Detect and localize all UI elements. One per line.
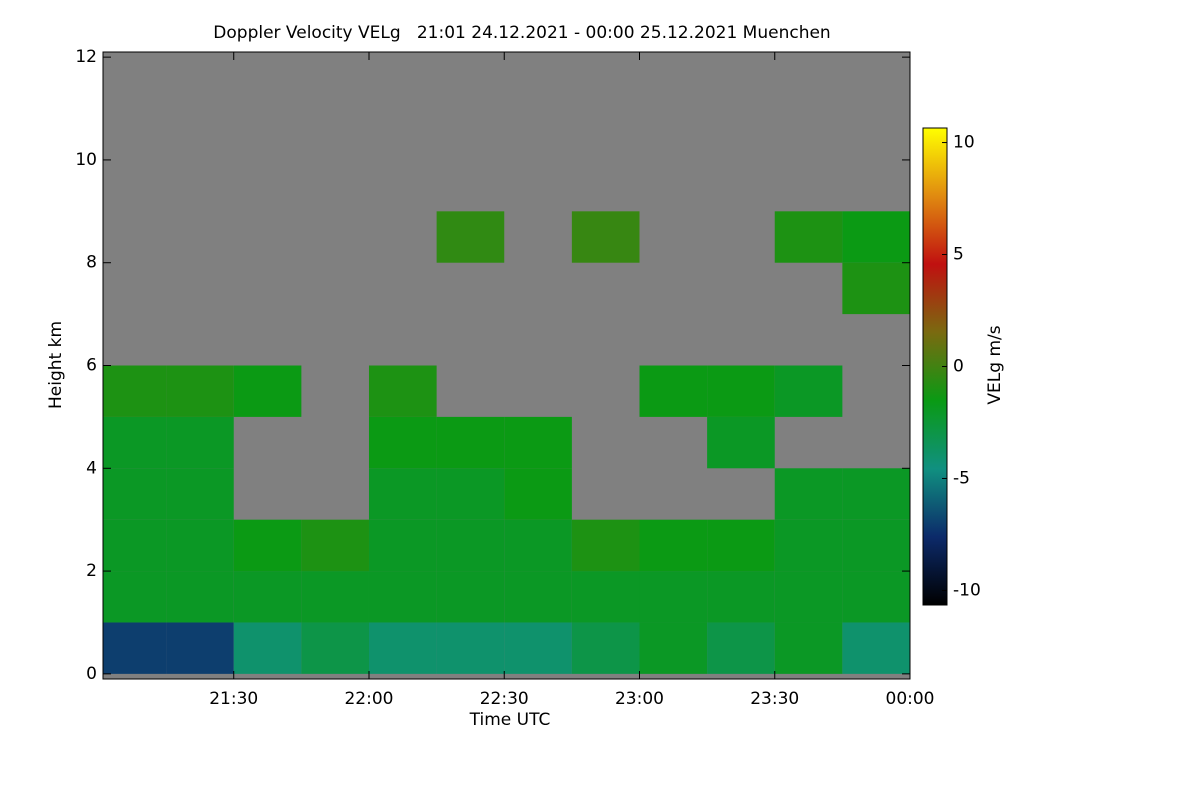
heatmap-cell (774, 571, 843, 623)
heatmap-cell (436, 468, 505, 520)
heatmap-cell (233, 622, 302, 674)
heatmap-cell (166, 416, 234, 469)
x-axis-label: Time UTC (469, 710, 551, 730)
heatmap-cell (571, 519, 640, 572)
heatmap-cell (774, 468, 843, 520)
heatmap-cell (166, 519, 234, 572)
heatmap-cell (301, 622, 369, 674)
x-tick-label: 00:00 (886, 689, 935, 709)
heatmap-cell (774, 622, 843, 674)
heatmap-cell (368, 571, 437, 623)
heatmap-cell (301, 519, 369, 572)
heatmap-cell (571, 211, 640, 263)
x-tick-label: 21:30 (209, 689, 258, 709)
heatmap-cell (103, 416, 167, 469)
chart-title: Doppler Velocity VELg 21:01 24.12.2021 -… (213, 23, 830, 43)
heatmap-cell (504, 468, 572, 520)
colorbar-tick-label: 10 (953, 133, 975, 153)
colorbar-tick-label: 0 (953, 357, 964, 377)
heatmap-cell (436, 571, 505, 623)
heatmap-cell (842, 622, 910, 674)
heatmap-cell (774, 211, 843, 263)
heatmap-cell (436, 416, 505, 469)
heatmap-cell (774, 365, 843, 417)
heatmap-cell (103, 519, 167, 572)
y-tick-label: 6 (86, 356, 97, 376)
heatmap-cell (504, 519, 572, 572)
heatmap-cell (301, 571, 369, 623)
heatmap-cell (436, 622, 505, 674)
heatmap-cell (504, 416, 572, 469)
heatmap-cell (707, 622, 775, 674)
heatmap-cell (233, 571, 302, 623)
y-tick-label: 10 (75, 150, 97, 170)
heatmap-cell (368, 622, 437, 674)
x-tick-label: 22:30 (480, 689, 529, 709)
heatmap-cell (707, 365, 775, 417)
heatmap-cell (504, 571, 572, 623)
heatmap-cell (842, 211, 910, 263)
heatmap-cell (166, 365, 234, 417)
y-axis-label: Height km (46, 321, 66, 409)
heatmap-cell (774, 519, 843, 572)
heatmap-cell (368, 468, 437, 520)
colorbar-tick-label: -5 (953, 468, 970, 488)
colorbar-tick-label: -10 (953, 580, 981, 600)
heatmap-cell (639, 571, 708, 623)
heatmap-cell (103, 622, 167, 674)
heatmap-cell (436, 211, 505, 263)
heatmap-cell (639, 622, 708, 674)
heatmap-cell (842, 519, 910, 572)
heatmap-cell (639, 519, 708, 572)
colorbar-tick-label: 5 (953, 245, 964, 265)
heatmap-cell (233, 519, 302, 572)
heatmap-cell (571, 571, 640, 623)
heatmap-cell (639, 365, 708, 417)
heatmap-cell (842, 468, 910, 520)
heatmap-cell (842, 262, 910, 315)
heatmap-cell (103, 571, 167, 623)
heatmap-cell (103, 365, 167, 417)
heatmap-cell (436, 519, 505, 572)
x-tick-label: 22:00 (344, 689, 393, 709)
heatmap-cell (368, 416, 437, 469)
heatmap-cell (707, 416, 775, 469)
heatmap-cell (368, 365, 437, 417)
x-tick-label: 23:30 (750, 689, 799, 709)
heatmap-cell (166, 468, 234, 520)
heatmap-cell (707, 571, 775, 623)
heatmap-cell (842, 571, 910, 623)
y-tick-label: 0 (86, 664, 97, 684)
heatmap-cell (368, 519, 437, 572)
heatmap-cell (166, 622, 234, 674)
heatmap-cell (707, 519, 775, 572)
heatmap-cell (233, 365, 302, 417)
y-tick-label: 8 (86, 253, 97, 273)
heatmap-cell (571, 622, 640, 674)
y-tick-label: 12 (75, 47, 97, 67)
heatmap-cell (504, 622, 572, 674)
colorbar-label: VELg m/s (985, 325, 1005, 404)
y-tick-label: 4 (86, 458, 97, 478)
heatmap-cell (103, 468, 167, 520)
x-tick-label: 23:00 (615, 689, 664, 709)
heatmap-cell (166, 571, 234, 623)
y-tick-label: 2 (86, 561, 97, 581)
